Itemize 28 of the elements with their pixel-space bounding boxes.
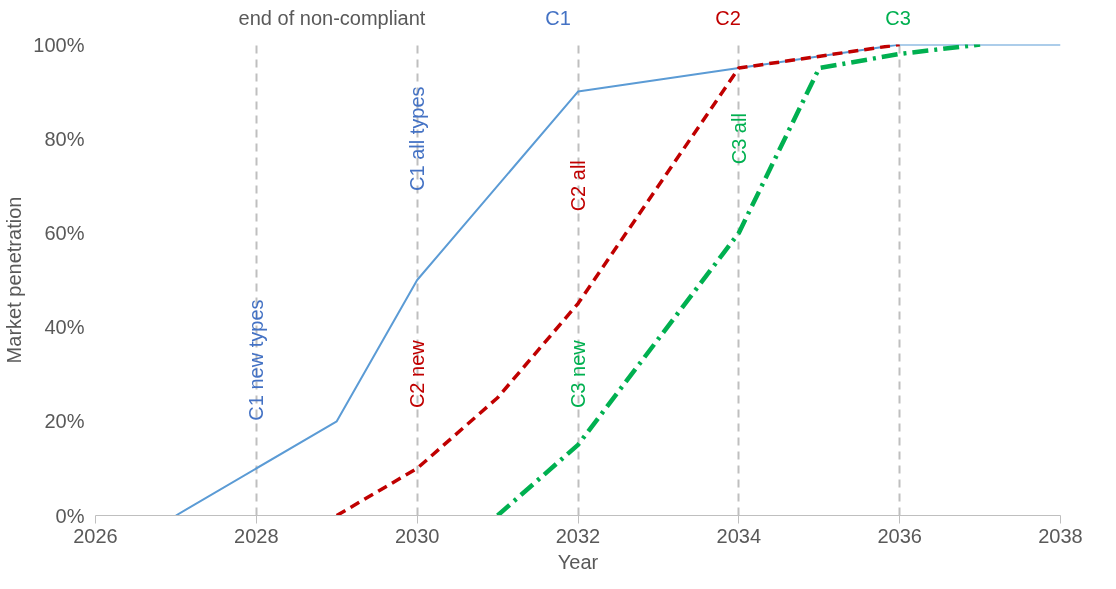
annotation: C2 all: [567, 160, 589, 212]
y-tick-label: 60%: [44, 221, 85, 244]
line-series: [174, 44, 1061, 516]
text: C3: [885, 6, 911, 31]
y-tick-label: 40%: [44, 316, 85, 339]
x-axis-title: Year: [557, 550, 599, 573]
annotation: C1 all types: [406, 86, 429, 191]
y-axis-title: Market penetration: [3, 196, 26, 364]
line-series: [335, 44, 902, 516]
x-tick-label: 2038: [1038, 524, 1083, 547]
annotation: C1 new types: [245, 299, 268, 421]
y-tick-label: 80%: [44, 127, 85, 150]
x-tick-label: 2034: [716, 524, 762, 547]
x-tick-label: 2028: [234, 524, 279, 547]
text: C1: [545, 6, 571, 31]
annotation: C3 new: [567, 339, 589, 409]
annotation: C3 all: [727, 113, 750, 165]
y-tick-label: 20%: [44, 410, 85, 433]
y-tick-label: 100%: [33, 33, 85, 56]
y-tick-label: 0%: [55, 504, 85, 527]
annotation: C2 new: [406, 339, 429, 409]
x-tick-label: 2030: [394, 524, 440, 547]
line-series: [495, 44, 983, 516]
x-tick-label: 2032: [555, 524, 601, 547]
x-tick-label: 2036: [877, 524, 922, 547]
text: C2: [715, 6, 741, 31]
x-tick-label: 2026: [73, 524, 118, 547]
text: end of non-compliant: [238, 6, 426, 31]
